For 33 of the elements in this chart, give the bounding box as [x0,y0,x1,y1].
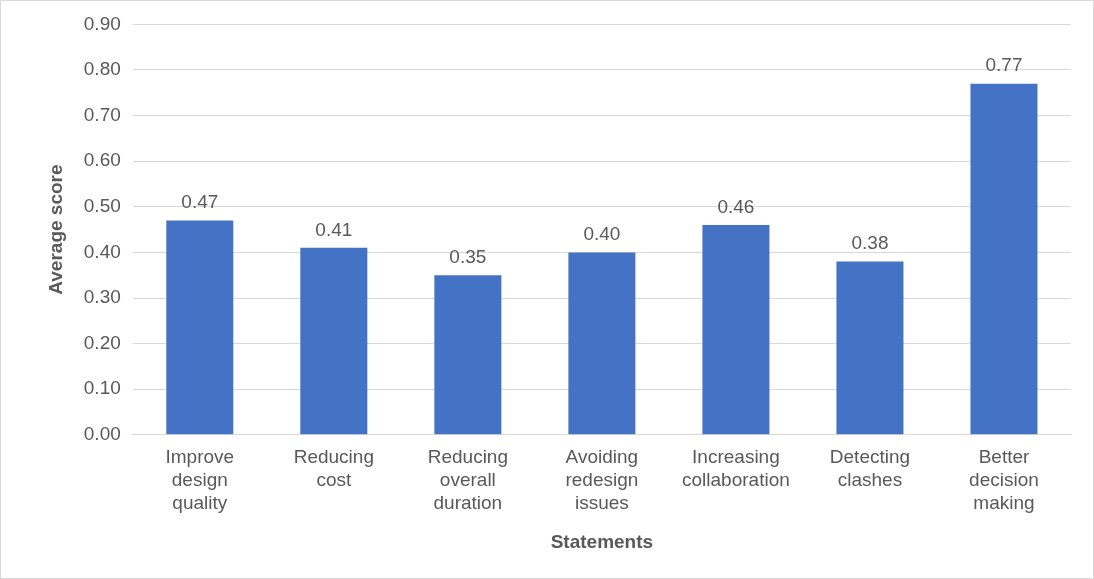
y-tick-label: 0.60 [83,149,121,171]
y-tick-label: 0.10 [83,377,121,399]
data-label: 0.77 [985,54,1023,76]
y-tick-label: 0.20 [83,331,121,353]
y-tick-label: 0.40 [83,240,121,262]
data-label: 0.38 [851,232,889,254]
bar [434,275,502,435]
data-label: 0.41 [315,218,353,240]
y-tick-label: 0.00 [83,423,121,445]
bar [568,252,636,435]
bar [836,261,904,435]
bar [702,225,770,435]
bar [166,220,234,435]
data-label: 0.35 [449,245,487,267]
x-tick-label: Reducing cost [293,446,374,491]
x-tick-label: Avoiding redesign issues [565,446,639,514]
x-tick-label: Better decision making [969,446,1039,514]
y-tick-label: 0.90 [83,12,121,34]
y-tick-label: 0.50 [83,195,121,217]
x-axis-title: Statements [550,530,654,552]
data-label: 0.47 [181,191,219,213]
data-label: 0.40 [583,223,621,245]
x-tick-label: Increasing collaboration [682,446,790,491]
x-tick-label: Detecting clashes [829,446,911,491]
bar [300,247,368,435]
y-axis-title: Average score [44,164,66,295]
x-tick-label: Improve design quality [165,446,235,514]
y-tick-label: 0.70 [83,103,121,125]
x-tick-label: Reducing overall duration [427,446,508,514]
y-tick-label: 0.30 [83,286,121,308]
y-tick-label: 0.80 [83,58,121,80]
bar [970,83,1038,435]
data-label: 0.46 [717,195,755,217]
